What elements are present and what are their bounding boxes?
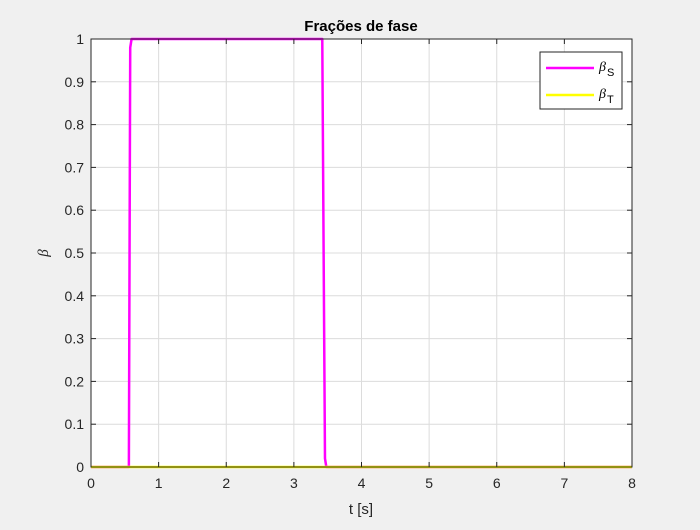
chart-title: Frações de fase — [304, 18, 417, 35]
y-tick-label: 0.5 — [65, 245, 85, 261]
x-tick-label: 7 — [560, 475, 568, 491]
x-tick-label: 1 — [155, 475, 163, 491]
x-tick-label: 4 — [358, 475, 366, 491]
y-tick-label: 1 — [76, 31, 84, 47]
y-tick-label: 0.8 — [65, 117, 85, 133]
y-axis-label: β — [36, 249, 52, 258]
x-tick-label: 6 — [493, 475, 501, 491]
y-tick-label: 0.7 — [65, 159, 85, 175]
x-tick-label: 8 — [628, 475, 636, 491]
ticks: 0 1 2 3 4 5 6 7 8 0 0.1 0.2 0.3 0.4 0.5 0.6 0.7 0.8 0.9 1 — [65, 31, 637, 491]
y-tick-label: 0.4 — [65, 288, 85, 304]
legend-box — [539, 51, 623, 110]
x-tick-label: 3 — [290, 475, 298, 491]
y-tick-label: 0.1 — [65, 416, 85, 432]
y-tick-label: 0.9 — [65, 74, 85, 90]
x-tick-label: 5 — [425, 475, 433, 491]
y-tick-label: 0.3 — [65, 331, 85, 347]
x-tick-label: 0 — [87, 475, 95, 491]
y-tick-label: 0.6 — [65, 202, 85, 218]
x-axis-label: t [s] — [349, 501, 373, 518]
grid — [91, 39, 632, 467]
x-tick-label: 2 — [222, 475, 230, 491]
y-tick-label: 0 — [76, 459, 84, 475]
y-tick-label: 0.2 — [65, 373, 85, 389]
